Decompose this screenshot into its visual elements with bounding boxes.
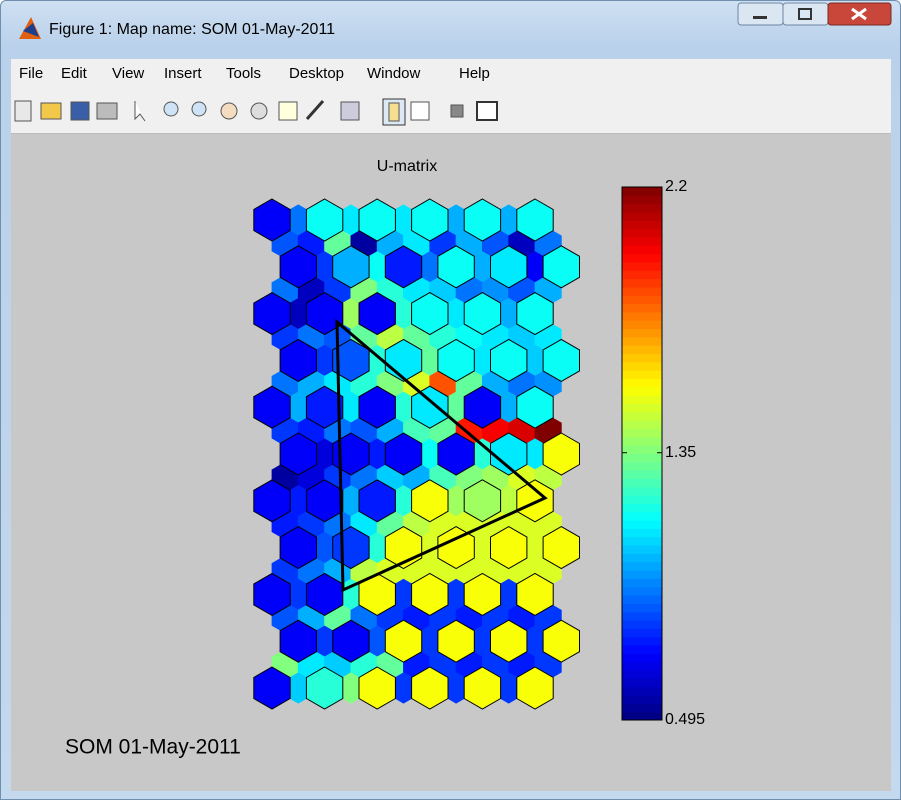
- colorbar-swatch: [622, 503, 662, 512]
- colorbar-swatch: [622, 437, 662, 446]
- colorbar-swatch: [622, 645, 662, 654]
- hex-grid: [254, 199, 580, 709]
- colorbar-swatch: [622, 412, 662, 421]
- colorbar-swatch: [622, 354, 662, 363]
- plot: U-matrix SOM 01-May-2011 0.495 1.35 2.2: [0, 0, 901, 800]
- colorbar-swatch: [622, 445, 662, 454]
- colorbar-swatch: [622, 245, 662, 254]
- colorbar-swatch: [622, 304, 662, 313]
- colorbar-swatch: [622, 262, 662, 271]
- colorbar-swatch: [622, 703, 662, 712]
- colorbar-swatch: [622, 670, 662, 679]
- colorbar-swatch: [622, 270, 662, 279]
- colorbar-swatch: [622, 478, 662, 487]
- colorbar-swatch: [622, 545, 662, 554]
- colorbar-swatch: [622, 687, 662, 696]
- colorbar-swatch: [622, 662, 662, 671]
- colorbar-swatch: [622, 320, 662, 329]
- colorbar-swatch: [622, 495, 662, 504]
- colorbar-swatch: [622, 204, 662, 213]
- colorbar-swatch: [622, 279, 662, 288]
- colorbar-swatch: [622, 220, 662, 229]
- plot-title: U-matrix: [377, 158, 437, 175]
- colorbar-swatch: [622, 254, 662, 263]
- colorbar-tick-label: 2.2: [665, 178, 687, 195]
- colorbar-swatch: [622, 195, 662, 204]
- colorbar-swatch: [622, 612, 662, 621]
- colorbar-swatch: [622, 512, 662, 521]
- colorbar-swatch: [622, 537, 662, 546]
- colorbar-swatch: [622, 212, 662, 221]
- colorbar-swatch: [622, 695, 662, 704]
- colorbar-swatch: [622, 470, 662, 479]
- colorbar-swatch: [622, 287, 662, 296]
- colorbar-swatch: [622, 462, 662, 471]
- colorbar-tick-label: 0.495: [665, 711, 705, 728]
- colorbar-swatch: [622, 379, 662, 388]
- colorbar-swatch: [622, 487, 662, 496]
- colorbar-swatch: [622, 528, 662, 537]
- colorbar-swatch: [622, 362, 662, 371]
- colorbar-swatch: [622, 295, 662, 304]
- colorbar-swatch: [622, 312, 662, 321]
- colorbar-swatch: [622, 562, 662, 571]
- colorbar-swatch: [622, 404, 662, 413]
- colorbar-swatch: [622, 337, 662, 346]
- colorbar-swatch: [622, 237, 662, 246]
- colorbar-swatch: [622, 603, 662, 612]
- colorbar-swatch: [622, 595, 662, 604]
- colorbar-swatch: [622, 620, 662, 629]
- colorbar-swatch: [622, 587, 662, 596]
- colorbar-swatch: [622, 712, 662, 721]
- colorbar-swatch: [622, 395, 662, 404]
- colorbar-swatch: [622, 678, 662, 687]
- colorbar-tick-label: 1.35: [665, 444, 696, 461]
- colorbar-swatch: [622, 387, 662, 396]
- colorbar-swatch: [622, 329, 662, 338]
- colorbar-swatch: [622, 578, 662, 587]
- colorbar-swatch: [622, 187, 662, 196]
- colorbar-swatch: [622, 454, 662, 463]
- colorbar-swatch: [622, 420, 662, 429]
- colorbar-swatch: [622, 570, 662, 579]
- colorbar-swatch: [622, 653, 662, 662]
- colorbar-swatch: [622, 520, 662, 529]
- colorbar-swatch: [622, 637, 662, 646]
- colorbar-swatch: [622, 429, 662, 438]
- caption: SOM 01-May-2011: [65, 736, 241, 759]
- colorbar: 0.495 1.35 2.2: [622, 178, 705, 728]
- colorbar-swatch: [622, 628, 662, 637]
- colorbar-swatch: [622, 370, 662, 379]
- colorbar-swatch: [622, 229, 662, 238]
- colorbar-swatch: [622, 553, 662, 562]
- colorbar-swatch: [622, 345, 662, 354]
